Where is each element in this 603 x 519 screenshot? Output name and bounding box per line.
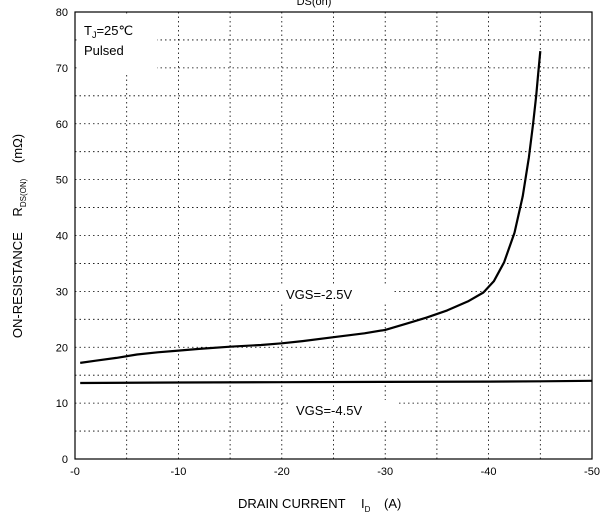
grid-lines: [75, 12, 592, 459]
y-axis-label: ON-RESISTANCE RDS(ON) (mΩ): [10, 134, 29, 338]
annotation-box: [77, 14, 157, 72]
series-line-vgs-4-5v: [80, 379, 593, 385]
series-label-bg-vgs-2-5: [280, 284, 392, 304]
x-tick-label: -10: [170, 466, 186, 478]
tick-labels: -0 -10 -20 -30 -40 -50 0 10 20 30 40 50 60 70 80: [56, 7, 600, 478]
plot-frame: [74, 11, 593, 460]
y-tick-label: 30: [56, 286, 68, 298]
y-tick-label: 70: [56, 63, 68, 75]
series-label-vgs-2-5: VGS=-2.5V: [286, 287, 352, 302]
x-tick-label: -0: [70, 466, 80, 478]
title-fragment: DS(on): [297, 0, 332, 8]
x-tick-label: -50: [584, 466, 600, 478]
x-tick-label: -30: [377, 466, 393, 478]
y-tick-label: 80: [56, 7, 68, 19]
series-label-vgs-4-5: VGS=-4.5V: [296, 403, 362, 418]
series-label-bg-vgs-4-5: [290, 400, 396, 420]
y-tick-label: 60: [56, 119, 68, 131]
y-tick-label: 0: [62, 454, 68, 466]
x-tick-label: -20: [274, 466, 290, 478]
x-axis-label: DRAIN CURRENT ID (A): [238, 496, 401, 515]
y-tick-label: 40: [56, 231, 68, 243]
pulsed-label: Pulsed: [84, 43, 124, 58]
series-lines: [80, 50, 593, 385]
temperature-label: TJ=25℃: [84, 23, 133, 40]
x-tick-label: -40: [481, 466, 497, 478]
y-tick-label: 20: [56, 342, 68, 354]
y-tick-label: 10: [56, 398, 68, 410]
series-line-vgs-2-5v: [80, 50, 542, 364]
y-tick-label: 50: [56, 175, 68, 187]
